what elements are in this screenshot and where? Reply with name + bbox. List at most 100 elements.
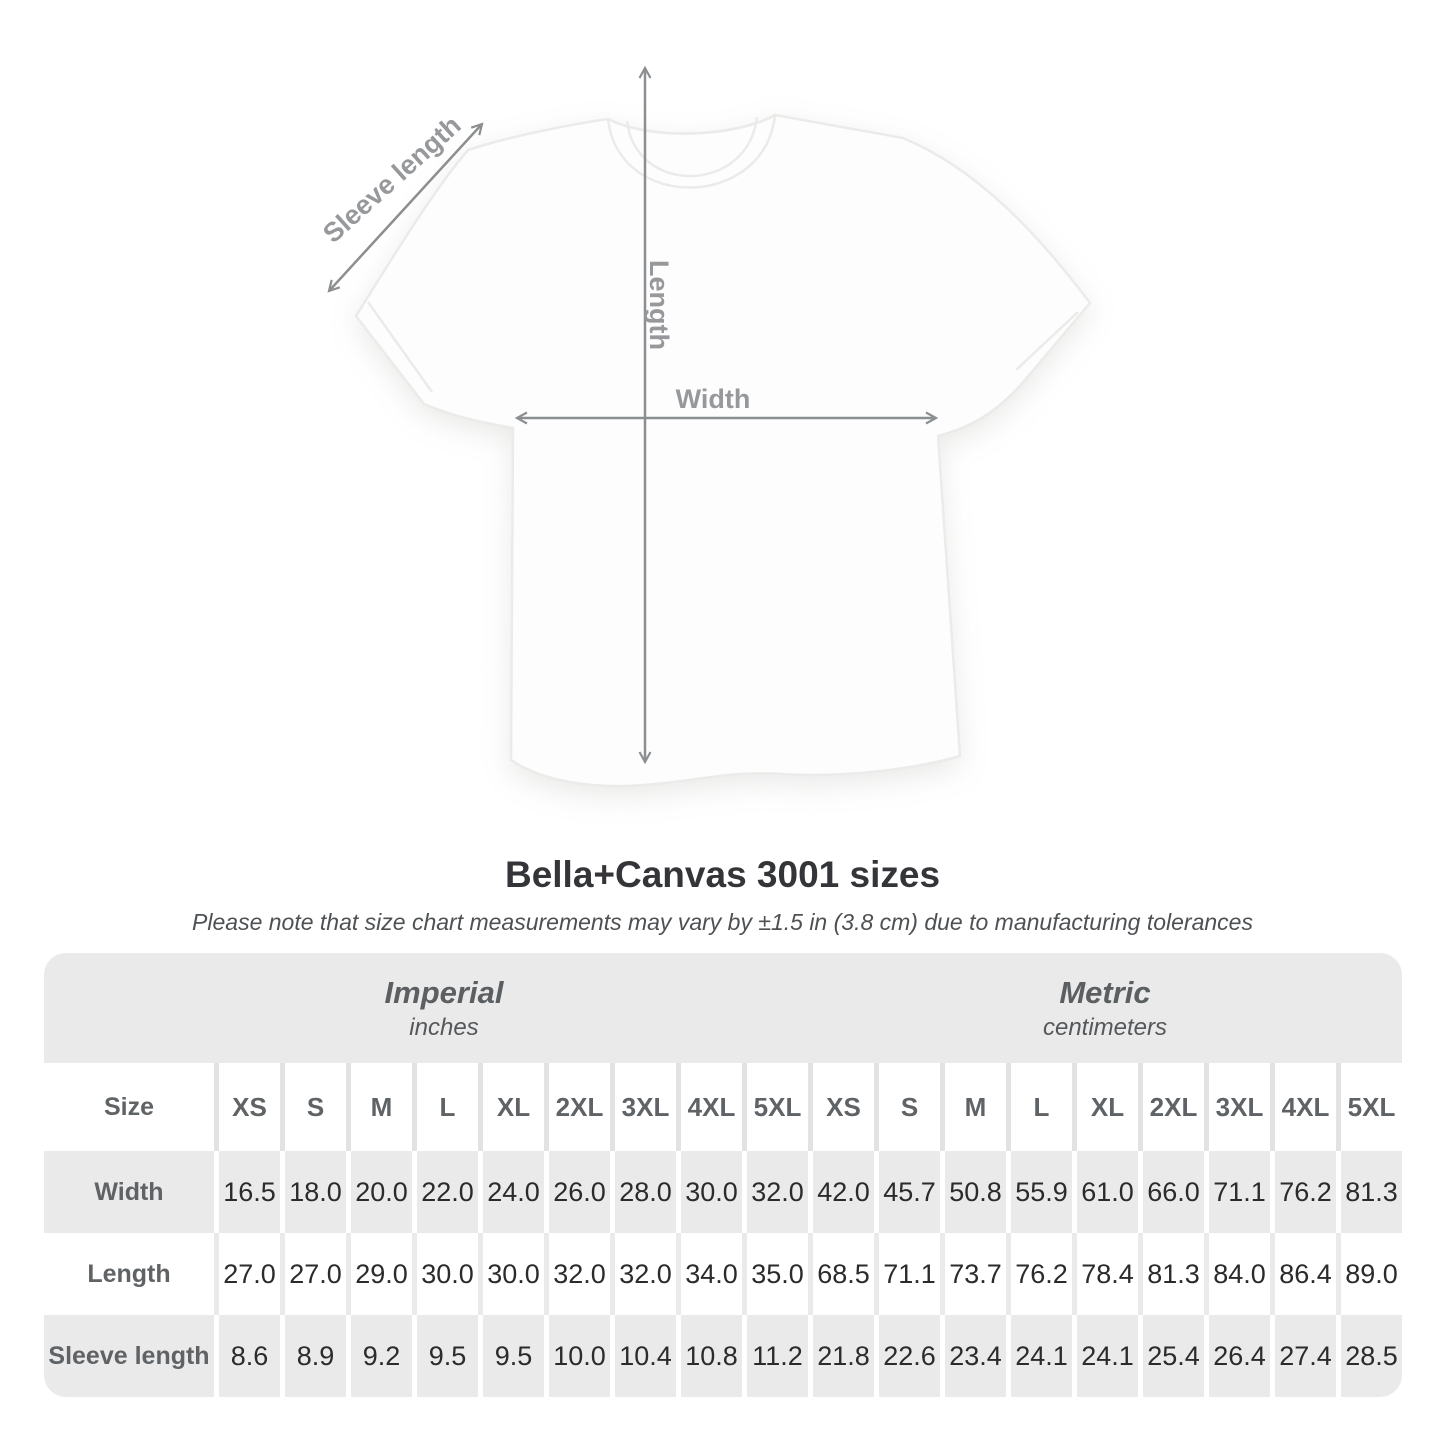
width-value-cell: 16.5 xyxy=(214,1151,280,1233)
sleeve-length-value-cell: 9.5 xyxy=(478,1315,544,1397)
sleeve-length-value-cell: 9.2 xyxy=(346,1315,412,1397)
length-value-cell: 89.0 xyxy=(1336,1233,1402,1315)
sleeve-length-value-cell: 11.2 xyxy=(742,1315,808,1397)
size-header-row: Size XS S M L XL 2XL 3XL 4XL 5XL XS S M L XL 2XL 3XL 4XL… xyxy=(44,1063,1402,1151)
sleeve-length-value-cell: 23.4 xyxy=(940,1315,1006,1397)
sleeve-length-value-cell: 24.1 xyxy=(1006,1315,1072,1397)
length-value-cell: 73.7 xyxy=(940,1233,1006,1315)
sleeve-length-arrow xyxy=(327,122,484,293)
sleeve-length-value-cell: 8.6 xyxy=(214,1315,280,1397)
sleeve-length-row-label: Sleeve length xyxy=(48,1341,210,1370)
width-value-cell: 18.0 xyxy=(280,1151,346,1233)
right-cuff-fold xyxy=(1015,311,1079,371)
size-header-label: Size xyxy=(103,1092,155,1121)
width-value-cell: 71.1 xyxy=(1204,1151,1270,1233)
collar-inner xyxy=(625,116,759,178)
metric-group-title: Metric xyxy=(1059,974,1151,1010)
size-column-header: 5XL xyxy=(742,1063,808,1151)
size-column-header: S xyxy=(280,1063,346,1151)
width-value-cell: 66.0 xyxy=(1138,1151,1204,1233)
size-column-header: L xyxy=(412,1063,478,1151)
size-column-header: 3XL xyxy=(1204,1063,1270,1151)
length-value-cell: 32.0 xyxy=(610,1233,676,1315)
left-cuff-fold xyxy=(366,301,434,393)
width-value-cell: 55.9 xyxy=(1006,1151,1072,1233)
metric-group-unit: centimeters xyxy=(1042,1013,1168,1041)
sleeve-length-value-cell: 8.9 xyxy=(280,1315,346,1397)
imperial-group-title: Imperial xyxy=(384,974,504,1010)
width-value-cell: 45.7 xyxy=(874,1151,940,1233)
sleeve-length-value-cell: 22.6 xyxy=(874,1315,940,1397)
sleeve-length-value-cell: 21.8 xyxy=(808,1315,874,1397)
imperial-group-unit: inches xyxy=(409,1013,479,1041)
measurement-arrows xyxy=(327,65,939,765)
length-label: Length xyxy=(644,260,674,350)
size-column-header: 2XL xyxy=(1138,1063,1204,1151)
size-column-header: S xyxy=(874,1063,940,1151)
size-column-header: 3XL xyxy=(610,1063,676,1151)
size-column-header: L xyxy=(1006,1063,1072,1151)
size-column-header: M xyxy=(346,1063,412,1151)
size-column-header: XS xyxy=(808,1063,874,1151)
collar-back-neck xyxy=(607,113,776,135)
sleeve-length-value-cell: 26.4 xyxy=(1204,1315,1270,1397)
size-column-header: 2XL xyxy=(544,1063,610,1151)
length-value-cell: 86.4 xyxy=(1270,1233,1336,1315)
size-column-header: XL xyxy=(478,1063,544,1151)
size-column-header: 5XL xyxy=(1336,1063,1402,1151)
tshirt-illustration xyxy=(354,113,1092,788)
sleeve-length-value-cell: 10.4 xyxy=(610,1315,676,1397)
size-column-header: 4XL xyxy=(1270,1063,1336,1151)
width-label: Width xyxy=(676,384,751,414)
width-value-cell: 61.0 xyxy=(1072,1151,1138,1233)
size-column-header: XL xyxy=(1072,1063,1138,1151)
table-row-length: Length 27.0 27.0 29.0 30.0 30.0 32.0 32.0 34.0 3… xyxy=(44,1233,1402,1315)
length-value-cell: 29.0 xyxy=(346,1233,412,1315)
width-value-cell: 76.2 xyxy=(1270,1151,1336,1233)
sleeve-length-value-cell: 28.5 xyxy=(1336,1315,1402,1397)
length-value-cell: 71.1 xyxy=(874,1233,940,1315)
size-column-header: M xyxy=(940,1063,1006,1151)
size-column-header: XS xyxy=(214,1063,280,1151)
length-value-cell: 27.0 xyxy=(214,1233,280,1315)
unit-group-header: Imperial inches Metric centimeters xyxy=(44,953,1402,1063)
length-value-cell: 76.2 xyxy=(1006,1233,1072,1315)
size-table: Imperial inches Metric centimeters Size … xyxy=(44,953,1402,1397)
length-value-cell: 81.3 xyxy=(1138,1233,1204,1315)
width-value-cell: 81.3 xyxy=(1336,1151,1402,1233)
sleeve-length-value-cell: 9.5 xyxy=(412,1315,478,1397)
width-value-cell: 24.0 xyxy=(478,1151,544,1233)
sleeve-length-value-cell: 10.8 xyxy=(676,1315,742,1397)
page-subtitle: Please note that size chart measurements… xyxy=(192,909,1253,935)
length-value-cell: 68.5 xyxy=(808,1233,874,1315)
tshirt-measurement-diagram: Sleeve length Length Width xyxy=(317,65,1092,788)
width-row-label: Width xyxy=(94,1177,164,1206)
page-title: Bella+Canvas 3001 sizes xyxy=(504,854,941,895)
width-value-cell: 32.0 xyxy=(742,1151,808,1233)
length-value-cell: 27.0 xyxy=(280,1233,346,1315)
width-value-cell: 22.0 xyxy=(412,1151,478,1233)
length-value-cell: 35.0 xyxy=(742,1233,808,1315)
width-value-cell: 50.8 xyxy=(940,1151,1006,1233)
width-value-cell: 20.0 xyxy=(346,1151,412,1233)
tshirt-outline xyxy=(354,113,1092,788)
width-value-cell: 26.0 xyxy=(544,1151,610,1233)
width-value-cell: 28.0 xyxy=(610,1151,676,1233)
length-value-cell: 34.0 xyxy=(676,1233,742,1315)
sleeve-length-value-cell: 25.4 xyxy=(1138,1315,1204,1397)
length-row-label: Length xyxy=(87,1259,171,1288)
table-row-width: Width 16.5 18.0 20.0 22.0 24.0 26.0 28.0 30.0 32… xyxy=(44,1151,1402,1233)
sleeve-length-value-cell: 24.1 xyxy=(1072,1315,1138,1397)
length-value-cell: 30.0 xyxy=(478,1233,544,1315)
length-value-cell: 30.0 xyxy=(412,1233,478,1315)
width-value-cell: 30.0 xyxy=(676,1151,742,1233)
sleeve-length-value-cell: 27.4 xyxy=(1270,1315,1336,1397)
sleeve-length-value-cell: 10.0 xyxy=(544,1315,610,1397)
width-value-cell: 42.0 xyxy=(808,1151,874,1233)
imperial-group-header: Imperial inches xyxy=(44,953,808,1063)
size-column-header: 4XL xyxy=(676,1063,742,1151)
collar-outer xyxy=(606,114,777,189)
length-value-cell: 78.4 xyxy=(1072,1233,1138,1315)
table-row-sleeve-length: Sleeve length 8.6 8.9 9.2 9.5 9.5 10.0 10.4 10.… xyxy=(44,1315,1402,1397)
